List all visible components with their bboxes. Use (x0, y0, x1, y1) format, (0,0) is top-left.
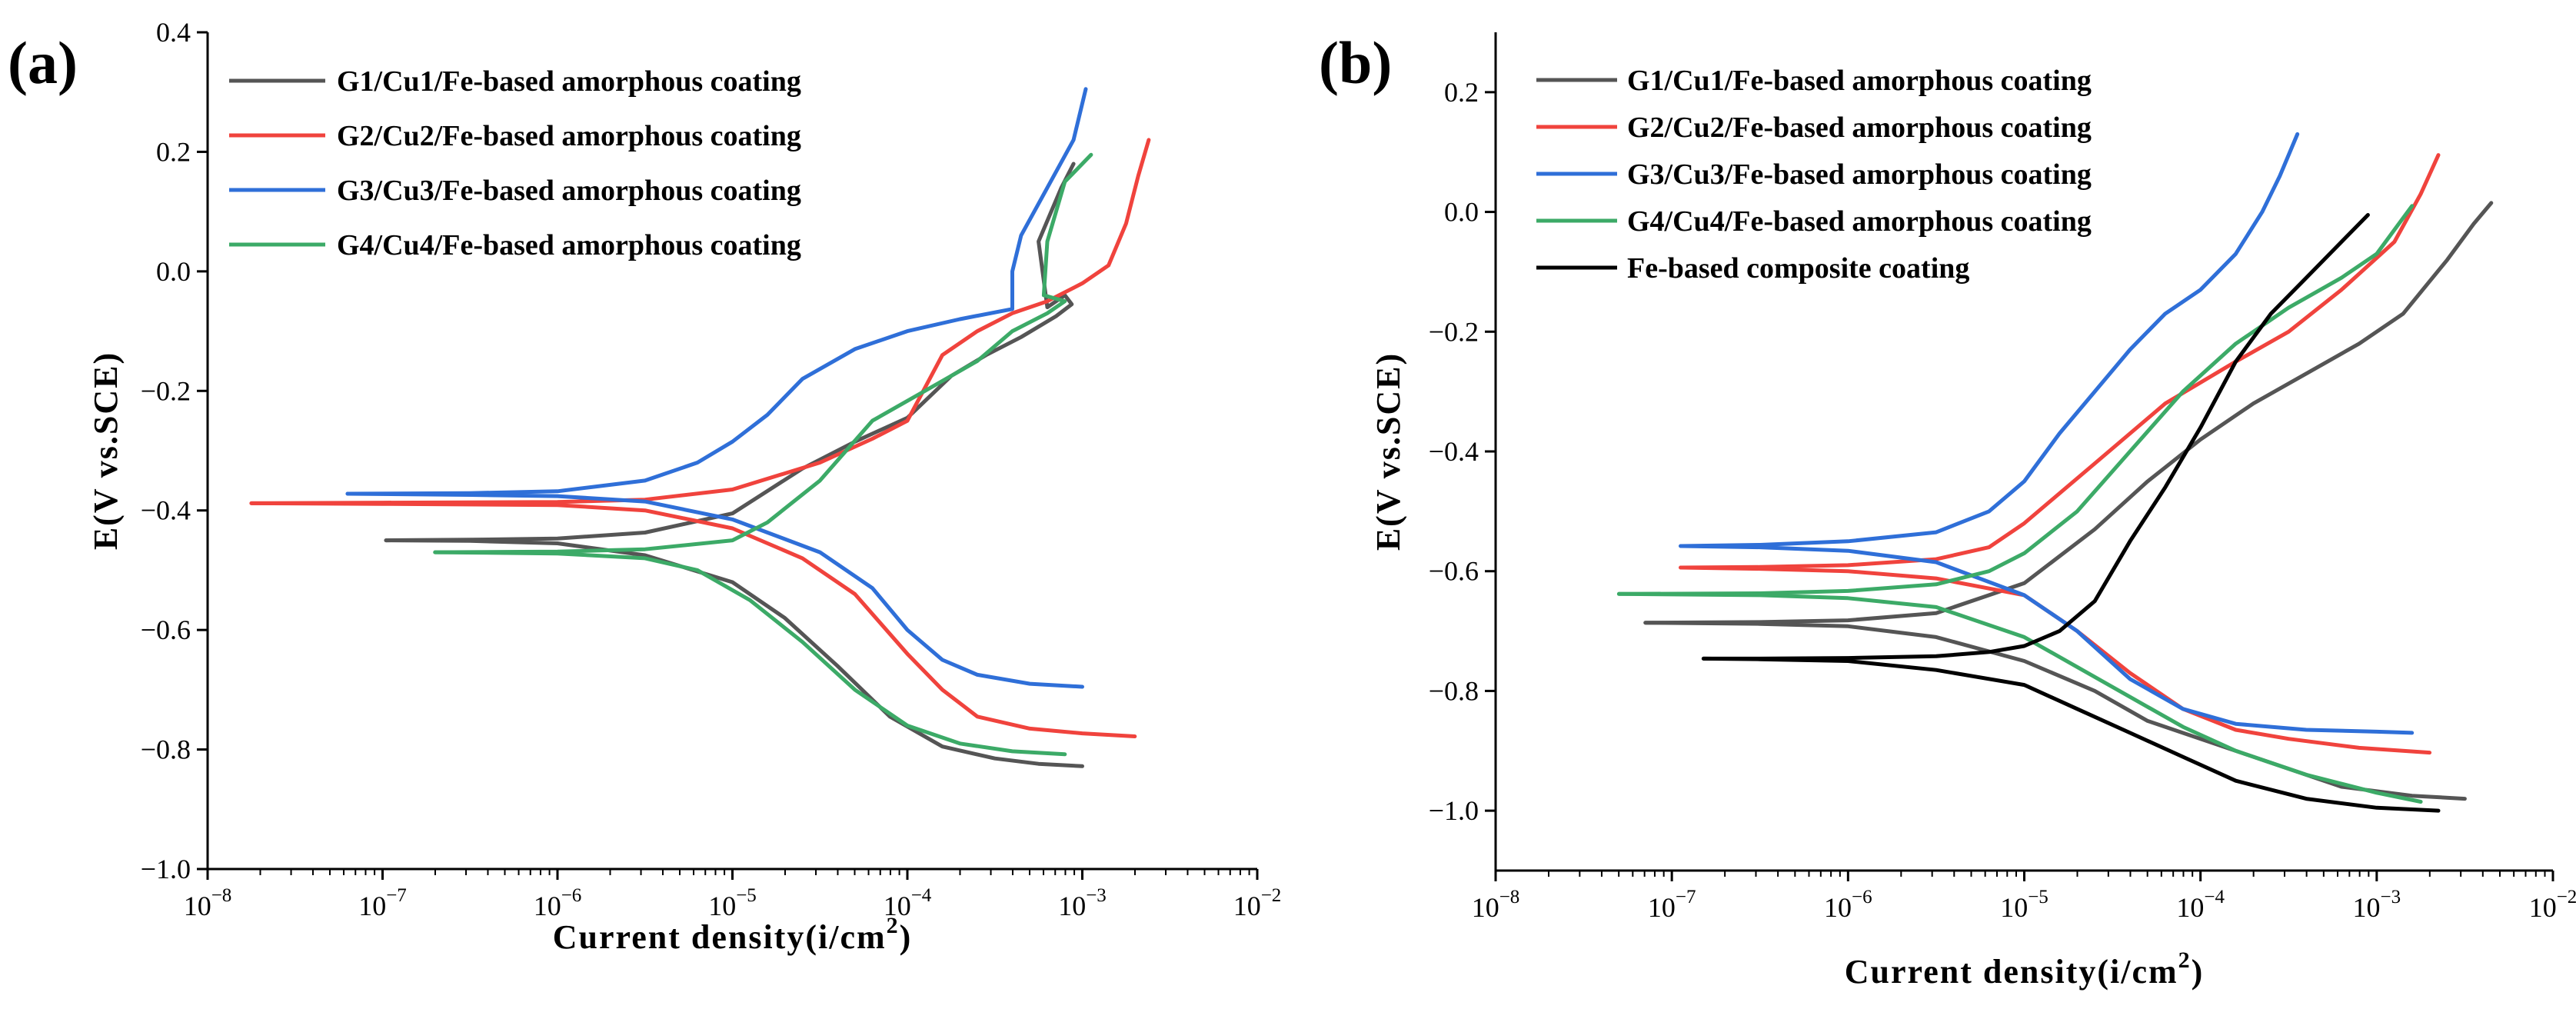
legend-label: G1/Cu1/Fe-based amorphous coating (1627, 65, 2092, 97)
x-tick-label: 10−7 (1648, 887, 1696, 923)
x-tick-label: 10−5 (708, 885, 757, 921)
legend-label: Fe-based composite coating (1627, 252, 1969, 285)
series-g4-cathodic-line (1616, 591, 2423, 804)
series-g3-anodic-line (345, 87, 1088, 496)
x-axis-title-close: ) (900, 918, 913, 956)
y-tick-label: 0.0 (156, 256, 191, 287)
x-tick-label: 10−8 (184, 885, 232, 921)
y-tick-label: 0.0 (1444, 197, 1479, 228)
series-g2-anodic-line (1679, 153, 2441, 570)
x-tick-label: 10−3 (2353, 887, 2401, 923)
x-axis-title-main: Current density(i/cm (553, 918, 887, 956)
panel-label: (a) (8, 29, 78, 96)
y-axis-title: E(V vs.SCE) (1370, 352, 1407, 551)
x-axis-title-main: Current density(i/cm (1845, 953, 2178, 991)
x-axis-title-sup: 2 (887, 913, 900, 938)
x-axis-title-close: ) (2192, 953, 2205, 991)
panel-label: (b) (1319, 29, 1392, 96)
series-g2-cathodic-line (1679, 565, 2432, 755)
x-tick-label: 10−6 (1824, 887, 1872, 923)
series-g4-anodic-line (1616, 204, 2415, 596)
x-tick-label: 10−3 (1058, 885, 1107, 921)
series-g4-anodic-line (433, 152, 1093, 554)
legend-label: G4/Cu4/Fe-based amorphous coating (337, 229, 801, 261)
x-tick-label: 10−2 (2529, 887, 2576, 923)
y-tick-label: −0.2 (1429, 316, 1479, 347)
x-axis-title-sup: 2 (2178, 947, 2192, 973)
y-tick-label: 0.4 (156, 17, 191, 48)
y-tick-label: −1.0 (1429, 795, 1479, 826)
series-g2-cathodic-line (249, 501, 1137, 738)
y-tick-label: −0.2 (141, 375, 191, 406)
series-g1-cathodic-line (384, 538, 1084, 768)
x-tick-label: 10−8 (1472, 887, 1520, 923)
series-fe-anodic-line (1701, 213, 2370, 661)
x-tick-label: 10−5 (2000, 887, 2048, 923)
y-tick-label: 0.2 (1444, 77, 1479, 108)
legend-label: G1/Cu1/Fe-based amorphous coating (337, 65, 801, 98)
x-axis-title: Current density(i/cm2) (1845, 947, 2205, 991)
y-tick-label: −0.4 (141, 495, 191, 526)
y-tick-label: −0.8 (141, 734, 191, 765)
x-tick-label: 10−4 (884, 885, 932, 921)
y-tick-label: −0.6 (1429, 556, 1479, 587)
legend-label: G2/Cu2/Fe-based amorphous coating (337, 120, 801, 152)
legend-label: G2/Cu2/Fe-based amorphous coating (1627, 112, 2092, 144)
y-axis-title: E(V vs.SCE) (87, 351, 125, 550)
x-tick-label: 10−7 (358, 885, 407, 921)
series-g4-cathodic-line (433, 550, 1067, 757)
series-g1-cathodic-line (1643, 621, 2467, 801)
y-tick-label: 0.2 (156, 136, 191, 167)
x-axis-title: Current density(i/cm2) (553, 913, 913, 956)
series-g1-anodic-line (1643, 201, 2494, 625)
x-tick-label: 10−6 (534, 885, 582, 921)
panel-b: (b) −1.0 −0.8 −0.6 −0.4 −0.2 0.0 0.2 10−8 10−7 10−… (1319, 29, 2576, 991)
y-tick-label: −0.6 (141, 614, 191, 645)
x-tick-label: 10−4 (2176, 887, 2225, 923)
legend-label: G3/Cu3/Fe-based amorphous coating (337, 175, 801, 207)
series-fe-cathodic-line (1701, 656, 2441, 813)
series-g3-anodic-line (1679, 132, 2300, 548)
series-g1-anodic-line (384, 162, 1076, 543)
y-tick-label: −0.4 (1429, 436, 1479, 467)
series-g3-cathodic-line (1679, 544, 2415, 735)
panel-a: (a) −1.0 −0.8 −0.6 −0.4 −0.2 0.0 0.2 0.4 10−8 10−7… (8, 17, 1281, 956)
legend-label: G3/Cu3/Fe-based amorphous coating (1627, 158, 2092, 191)
x-tick-label: 10−2 (1233, 885, 1282, 921)
y-tick-label: −0.8 (1429, 675, 1479, 706)
y-tick-label: −1.0 (141, 854, 191, 884)
legend-label: G4/Cu4/Fe-based amorphous coating (1627, 205, 2092, 238)
series-g3-cathodic-line (345, 491, 1084, 689)
